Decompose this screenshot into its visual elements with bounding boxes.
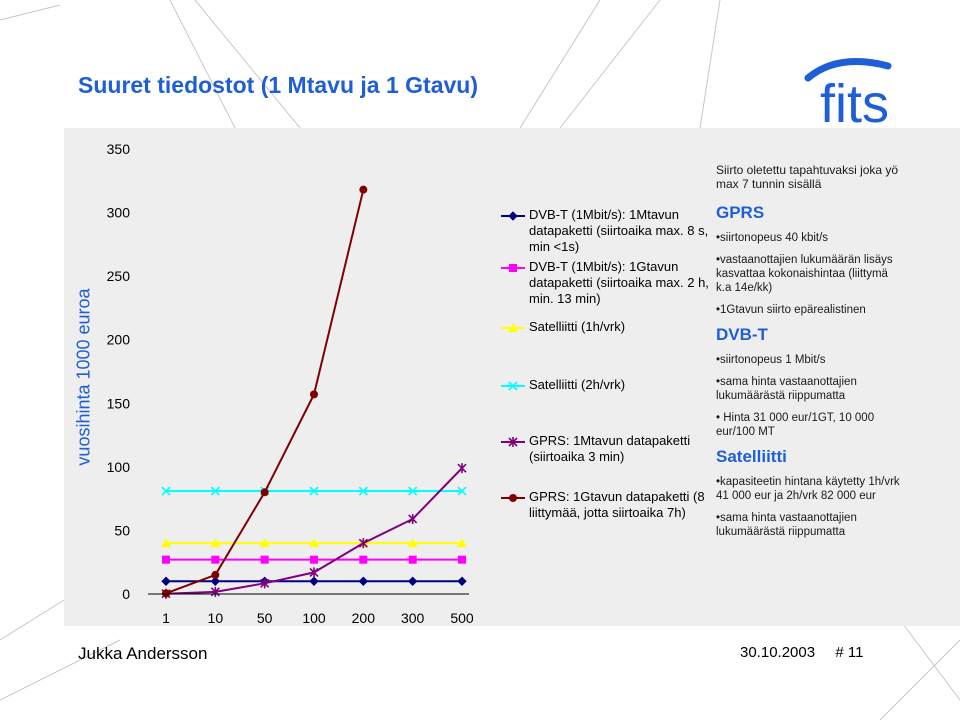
legend-label: GPRS: 1Mtavun datapaketti (siirtoaika 3 … — [529, 433, 691, 464]
notes-section-title: GPRS — [716, 203, 765, 222]
data-point — [162, 589, 170, 598]
y-tick-label: 200 — [107, 332, 131, 348]
data-point — [211, 570, 220, 579]
y-tick-label: 150 — [107, 395, 131, 411]
data-point — [508, 437, 518, 447]
fits-logo: fits — [804, 58, 892, 132]
x-tick-label: 500 — [450, 610, 474, 626]
line-chart: 0 50 100 150 200 250 300 350 1 10 50 100 200 300 500 — [107, 141, 474, 626]
y-tick-label: 350 — [107, 141, 131, 157]
x-tick-label: 10 — [208, 610, 224, 626]
data-point — [309, 486, 319, 496]
data-point — [457, 576, 467, 586]
footer-date-page: 30.10.2003 # 11 — [740, 644, 864, 661]
y-tick-label: 100 — [107, 459, 131, 475]
data-point — [358, 576, 369, 586]
data-point — [509, 494, 517, 502]
data-point — [408, 513, 418, 524]
footer-page: # 11 — [835, 644, 864, 661]
x-tick-label: 100 — [302, 610, 326, 626]
data-point — [509, 264, 517, 272]
data-point — [407, 576, 418, 586]
notes-section-title: DVB-T — [716, 325, 768, 344]
data-point — [210, 576, 221, 586]
data-point — [210, 538, 221, 548]
notes-section: GPRS •siirtonopeus 40 kbit/s •vastaanottaj… — [716, 203, 906, 317]
legend-swatch — [501, 323, 525, 332]
series-6 — [162, 185, 368, 598]
data-point — [358, 538, 368, 549]
data-point — [260, 578, 270, 589]
data-point — [309, 567, 319, 578]
legend-label: DVB-T (1Mbit/s): 1Mtavun datapaketti (si… — [529, 207, 709, 254]
data-point — [210, 586, 220, 597]
notes-section: Satelliitti •kapasiteetin hintana käytett… — [716, 447, 906, 539]
data-point — [161, 486, 171, 496]
data-point — [358, 486, 368, 496]
y-tick-label: 50 — [114, 522, 130, 538]
data-point — [359, 555, 368, 564]
notes-bullet: •sama hinta vastaanottajien lukumäärästä… — [716, 512, 857, 538]
notes-bullet: •sama hinta vastaanottajien lukumäärästä… — [716, 376, 857, 402]
y-tick-label: 0 — [122, 586, 130, 602]
y-tick-label: 300 — [107, 205, 131, 221]
notes-section: DVB-T •siirtonopeus 1 Mbit/s •sama hinta v… — [716, 325, 906, 439]
x-tick-label: 1 — [162, 610, 170, 626]
legend-label: Satelliitti (1h/vrk) — [529, 319, 626, 334]
notes-panel: Siirto oletettu tapahtuvaksi joka yö max… — [716, 163, 906, 547]
x-tick-label: 50 — [257, 610, 273, 626]
notes-bullet: •kapasiteetin hintana käytetty 1h/vrk 41… — [716, 476, 900, 502]
series-3 — [161, 538, 467, 548]
x-tick-label: 300 — [401, 610, 425, 626]
footer-author: Jukka Andersson — [78, 644, 208, 663]
data-point — [309, 538, 319, 548]
legend-label: Satelliitti (2h/vrk) — [529, 377, 626, 392]
data-point — [457, 486, 467, 496]
notes-section-title: Satelliitti — [716, 447, 787, 466]
data-point — [407, 538, 418, 548]
legend-swatch — [501, 211, 525, 221]
data-point — [408, 486, 418, 496]
x-tick-label: 200 — [352, 610, 376, 626]
legend-swatch — [501, 494, 525, 502]
data-point — [260, 488, 269, 497]
legend-label: DVB-T (1Mbit/s): 1Gtavun datapaketti (si… — [529, 259, 709, 306]
data-point — [457, 538, 467, 548]
data-point — [211, 555, 220, 564]
series-4 — [161, 486, 467, 496]
data-point — [161, 576, 171, 586]
footer-date: 30.10.2003 — [740, 644, 816, 661]
data-point — [408, 555, 417, 564]
data-point — [508, 211, 518, 221]
notes-bullet: •vastaanottajien lukumäärän lisäys kasva… — [716, 254, 893, 294]
data-point — [310, 555, 318, 564]
data-point — [210, 486, 220, 496]
data-point — [310, 390, 318, 399]
notes-bullet: •siirtonopeus 40 kbit/s — [716, 232, 829, 244]
series-2 — [162, 555, 466, 564]
y-tick-label: 250 — [107, 268, 131, 284]
legend-swatch — [501, 381, 525, 391]
data-point — [508, 323, 518, 332]
svg-text:fits: fits — [820, 74, 889, 132]
notes-bullet: •1Gtavun siirto epärealistinen — [716, 304, 866, 316]
legend-swatch — [501, 264, 525, 272]
data-point — [457, 463, 467, 474]
data-point — [309, 576, 319, 586]
data-point — [161, 538, 171, 548]
notes-intro: Siirto oletettu tapahtuvaksi joka yö max… — [716, 163, 899, 191]
data-point — [359, 185, 368, 194]
data-point — [508, 381, 518, 391]
notes-sections: GPRS •siirtonopeus 40 kbit/s •vastaanottaj… — [716, 203, 906, 539]
slide-title: Suuret tiedostot (1 Mtavu ja 1 Gtavu) — [78, 72, 478, 98]
series-line — [165, 189, 365, 595]
data-point — [260, 555, 269, 564]
data-point — [162, 555, 170, 564]
legend-label: GPRS: 1Gtavun datapaketti (8 liittymää, … — [529, 489, 705, 520]
data-point — [458, 555, 466, 564]
notes-bullet: •siirtonopeus 1 Mbit/s — [716, 354, 826, 366]
notes-bullet: • Hinta 31 000 eur/1GT, 10 000 eur/100 M… — [716, 412, 875, 438]
data-point — [259, 538, 270, 548]
legend-swatch — [501, 437, 525, 447]
